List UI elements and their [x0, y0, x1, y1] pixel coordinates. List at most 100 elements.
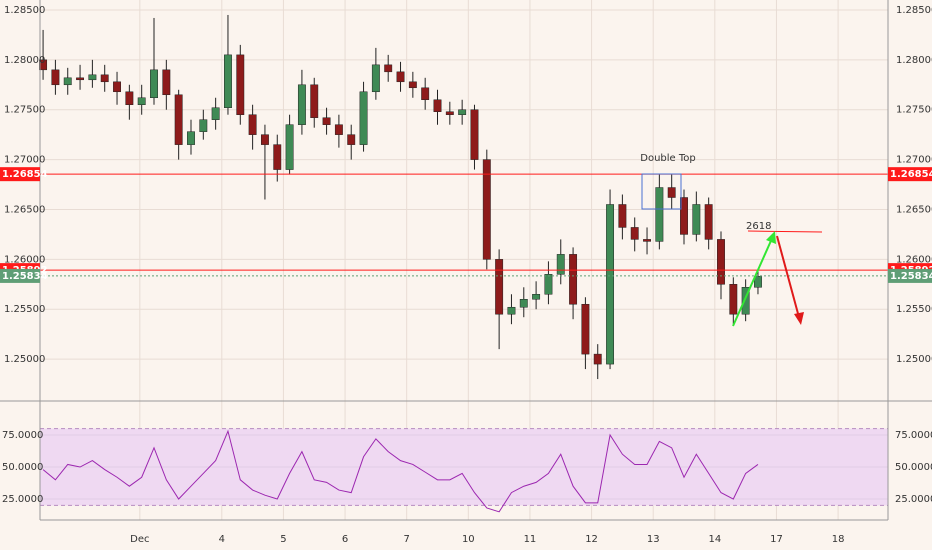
candle-body — [741, 287, 750, 315]
x-tick-label: 6 — [342, 534, 348, 545]
candle-body — [224, 54, 232, 108]
candle-body — [692, 204, 701, 235]
candle-body — [655, 187, 664, 242]
y-tick-label: 1.27500 — [896, 105, 932, 116]
double-top-box — [641, 173, 682, 210]
candle-body — [273, 144, 282, 170]
candle-body — [470, 109, 479, 160]
candle-body — [643, 239, 651, 242]
x-tick-label: 10 — [462, 534, 475, 545]
candle-body — [88, 74, 97, 81]
candle-body — [729, 284, 738, 315]
candle-body — [569, 254, 578, 305]
candle-body — [606, 204, 615, 365]
candle-body — [347, 134, 356, 145]
grid — [40, 0, 888, 520]
candle-body — [680, 197, 688, 235]
candle-body — [310, 84, 319, 118]
y-tick-label: 1.25000 — [896, 354, 932, 365]
annotation: 2618 — [746, 221, 771, 232]
x-tick-label: 7 — [403, 534, 409, 545]
candle-body — [593, 353, 602, 365]
level-label: 1.26854 — [2, 169, 48, 180]
candle-body — [100, 74, 109, 83]
level-label-bg — [888, 268, 932, 283]
candle-body — [199, 119, 208, 132]
candle-body — [285, 124, 294, 170]
candle-body — [482, 159, 491, 260]
y-tick-label: 1.28000 — [4, 55, 45, 66]
y-tick-label: 1.28500 — [4, 5, 45, 16]
candle-body — [667, 187, 676, 198]
x-tick-label: Dec — [130, 534, 149, 545]
y-tick-label: 1.27500 — [4, 105, 45, 116]
candle-body — [507, 306, 516, 315]
candle-body — [150, 69, 158, 99]
candle-body — [556, 254, 565, 275]
rsi-line — [42, 429, 759, 513]
candle-body — [717, 239, 725, 285]
candle-body — [445, 111, 454, 115]
y-tick-label: 25.0000 — [895, 494, 932, 505]
y-tick-label: 1.25000 — [4, 354, 45, 365]
candle-body — [51, 69, 60, 86]
y-tick-label: 1.27000 — [896, 155, 932, 166]
candle-body — [704, 204, 713, 240]
candle-body — [125, 91, 134, 105]
candle-body — [630, 227, 639, 240]
y-tick-label: 1.26000 — [4, 254, 45, 265]
candle-body — [458, 109, 467, 115]
level-label-bg — [888, 167, 932, 182]
candle-body — [384, 64, 393, 73]
candle-body — [495, 259, 504, 315]
x-tick-label: 17 — [770, 534, 783, 545]
y-tick-label: 1.28000 — [896, 55, 932, 66]
y-tick-label: 75.0000 — [2, 430, 43, 441]
x-tick-label: 12 — [585, 534, 598, 545]
candle-body — [359, 91, 368, 145]
candle-body — [334, 124, 343, 135]
candle-body — [433, 99, 442, 112]
candle-body — [421, 87, 430, 101]
candle-body — [532, 294, 541, 300]
x-tick-label: 14 — [708, 534, 721, 545]
y-tick-label: 1.25500 — [896, 304, 932, 315]
candle-body — [581, 303, 590, 355]
candle-body — [76, 77, 85, 81]
y-tick-label: 1.27000 — [4, 155, 45, 166]
y-tick-label: 1.25500 — [4, 304, 45, 315]
candle-body — [248, 114, 257, 135]
candle-body — [297, 84, 306, 125]
candle-body — [63, 77, 72, 86]
candle-body — [519, 299, 528, 308]
y-tick-label: 1.26000 — [896, 254, 932, 265]
up-arrowhead — [766, 231, 776, 244]
x-tick-label: 11 — [524, 534, 537, 545]
candle-body — [211, 107, 220, 120]
candle-body — [39, 59, 48, 71]
annotation: Double Top — [640, 153, 696, 164]
candle-body — [618, 204, 627, 228]
y-tick-label: 1.26500 — [896, 204, 932, 215]
y-tick-label: 75.0000 — [895, 430, 932, 441]
down-arrow — [776, 235, 801, 322]
candle-body — [544, 274, 553, 295]
candle-body — [322, 117, 331, 125]
candle-body — [396, 71, 405, 83]
target-line — [747, 230, 823, 233]
up-arrow — [732, 233, 775, 327]
candle-body — [137, 97, 146, 105]
y-tick-label: 50.0000 — [2, 462, 43, 473]
labels: 1.25000 1.25000 1.25500 1.25500 1.26000 1.260… — [0, 5, 932, 545]
level-label: 1.25834 — [890, 271, 932, 282]
x-tick-label: 13 — [647, 534, 660, 545]
x-tick-label: 18 — [832, 534, 845, 545]
plot — [39, 14, 888, 513]
y-tick-label: 1.26500 — [4, 204, 45, 215]
down-arrowhead — [794, 312, 804, 325]
candle-body — [408, 81, 417, 89]
candle-body — [236, 54, 245, 115]
x-tick-label: 4 — [219, 534, 225, 545]
y-tick-label: 25.0000 — [2, 494, 43, 505]
